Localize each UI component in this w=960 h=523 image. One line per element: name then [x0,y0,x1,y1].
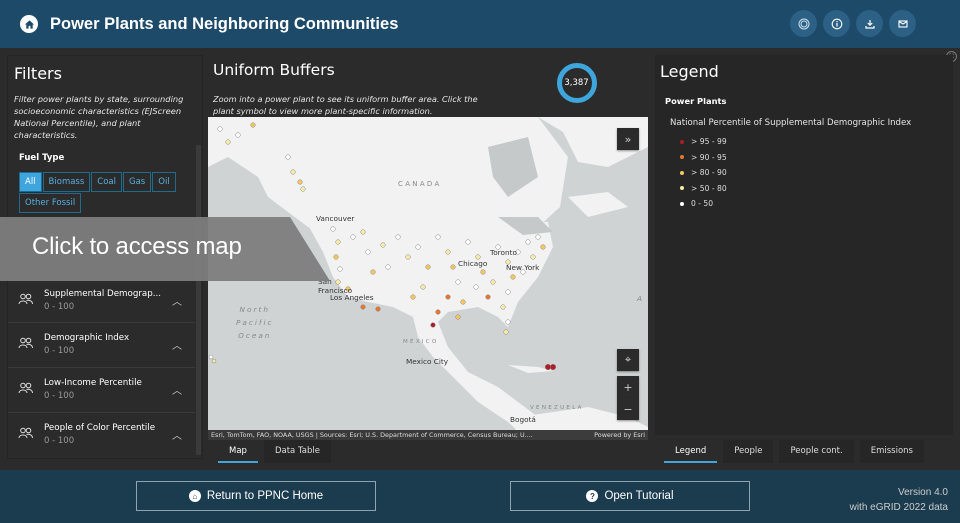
access-map-overlay[interactable]: Click to access map [0,217,345,281]
help-icon[interactable] [790,10,817,37]
tab-people[interactable]: People [723,440,774,463]
map-label-canada: CANADA [398,180,442,188]
people-icon [18,337,44,352]
fuel-type-label: Fuel Type [19,153,65,163]
app-header: Power Plants and Neighboring Communities [0,0,960,48]
app-footer: ⌂ Return to PPNC Home ? Open Tutorial Ve… [0,470,960,523]
map-label-atlantic: A [637,294,644,303]
filters-description: Filter power plants by state, surroundin… [14,94,184,140]
header-actions [790,10,916,37]
map-label-venezuela: VENEZUELA [530,405,584,411]
tab-legend[interactable]: Legend [664,440,718,463]
map-view[interactable]: CANADA MÉXICO North Pacific Ocean A VENE… [208,117,648,440]
collapse-header-button[interactable]: » [617,128,639,150]
chevron-up-icon[interactable]: ︿ [172,341,182,352]
info-icon[interactable] [823,10,850,37]
legend-swatch-icon [680,155,684,160]
map-attribution: Esri, TomTom, FAO, NOAA, USGS | Sources:… [208,430,648,440]
filter-name: Supplemental Demograp... [44,289,162,299]
filter-name: Demographic Index [44,333,130,343]
filters-title: Filters [14,64,62,83]
people-icon [18,293,44,308]
question-icon: ? [586,490,599,502]
filter-demographic-index[interactable]: Demographic Index 0 - 100 ︿ [8,322,195,366]
attribution-text[interactable]: Esri, TomTom, FAO, NOAA, USGS | Sources:… [211,431,533,439]
legend-layer-title: Power Plants [665,96,727,106]
legend-class: 0 - 50 [680,196,953,212]
people-icon [18,382,44,397]
legend-field-title: National Percentile of Supplemental Demo… [670,118,912,128]
filter-range: 0 - 100 [44,391,75,401]
filter-supplemental-demographic[interactable]: Supplemental Demograp... 0 - 100 ︿ [8,278,195,322]
fuel-other-fossil-button[interactable]: Other Fossil [19,193,82,213]
legend-title: Legend [660,62,719,81]
fuel-all-button[interactable]: All [19,172,42,192]
buffers-description: Zoom into a power plant to see its unifo… [213,94,478,116]
legend-swatch-icon [680,201,684,206]
filter-range: 0 - 100 [44,346,75,356]
data-note: with eGRID 2022 data [849,502,948,513]
filter-name: Low-Income Percentile [44,378,142,388]
legend-swatch-icon [680,139,684,144]
legend-class: > 50 - 80 [680,181,953,197]
chevron-up-icon[interactable]: ︿ [172,386,182,397]
buffers-title: Uniform Buffers [213,61,335,79]
legend-swatch-icon [680,186,684,191]
map-label-mexico: MÉXICO [403,339,439,345]
map-label-new-york: New York [506,263,540,272]
tab-data-table[interactable]: Data Table [263,440,331,463]
overlay-text: Click to access map [32,233,242,260]
mail-icon[interactable] [889,10,916,37]
map-label-bogota: Bogotá [510,415,536,424]
map-label-san-francisco: San Francisco [318,277,353,295]
app-title: Power Plants and Neighboring Communities [50,14,399,33]
legend-panel: Legend Power Plants National Percentile … [655,55,953,435]
tab-people-cont[interactable]: People cont. [779,440,854,463]
legend-class: > 95 - 99 [680,134,953,150]
fuel-coal-button[interactable]: Coal [91,172,123,192]
download-icon[interactable] [856,10,883,37]
home-icon[interactable] [20,15,38,33]
chevron-up-icon[interactable]: ︿ [172,297,182,308]
map-label-ocean: North Pacific Ocean [236,305,274,340]
people-icon [18,427,44,442]
fuel-gas-button[interactable]: Gas [123,172,152,192]
filters-scrollbar[interactable] [196,145,201,455]
zoom-in-button[interactable]: + [617,376,639,398]
filter-people-of-color[interactable]: People of Color Percentile 0 - 100 ︿ [8,412,195,456]
map-label-chicago: Chicago [458,259,488,268]
fuel-biomass-button[interactable]: Biomass [42,172,91,192]
map-label-los-angeles: Los Angeles [330,293,374,302]
open-tutorial-button[interactable]: ? Open Tutorial [510,481,750,511]
legend-tabs: Legend People People cont. Emissions [664,440,924,463]
chevron-up-icon[interactable]: ︿ [172,431,182,442]
filter-low-income[interactable]: Low-Income Percentile 0 - 100 ︿ [8,367,195,411]
map-label-toronto: Toronto [490,248,517,257]
filter-range: 0 - 100 [44,436,75,446]
tab-emissions[interactable]: Emissions [859,440,924,463]
tab-map[interactable]: Map [218,440,258,463]
buffers-panel: Uniform Buffers Zoom into a power plant … [206,55,499,116]
legend-class: > 80 - 90 [680,165,953,181]
map-tabs: Map Data Table [218,440,331,463]
plant-counter-panel: 3,387 [502,55,651,115]
map-label-mexico-city: Mexico City [406,357,449,366]
map-label-vancouver: Vancouver [316,214,355,223]
legend-class: > 90 - 95 [680,150,953,166]
return-home-button[interactable]: ⌂ Return to PPNC Home [136,481,376,511]
filter-name: People of Color Percentile [44,423,156,433]
filter-range: 0 - 100 [44,302,75,312]
fuel-type-buttons: All Biomass Coal Gas Oil Other Fossil [8,163,194,213]
fuel-oil-button[interactable]: Oil [152,172,176,192]
version-info: Version 4.0 with eGRID 2022 data [850,485,948,515]
zoom-out-button[interactable]: − [617,398,639,420]
home-icon: ⌂ [188,490,201,502]
legend-swatch-icon [680,170,684,175]
powered-by-esri[interactable]: Powered by Esri [594,431,645,439]
version-label: Version 4.0 [897,487,948,498]
locate-button[interactable]: ⌖ [617,349,639,371]
legend-classes: > 95 - 99 > 90 - 95 > 80 - 90 > 50 - 80 … [655,128,953,212]
plant-count-indicator: 3,387 [556,63,597,103]
